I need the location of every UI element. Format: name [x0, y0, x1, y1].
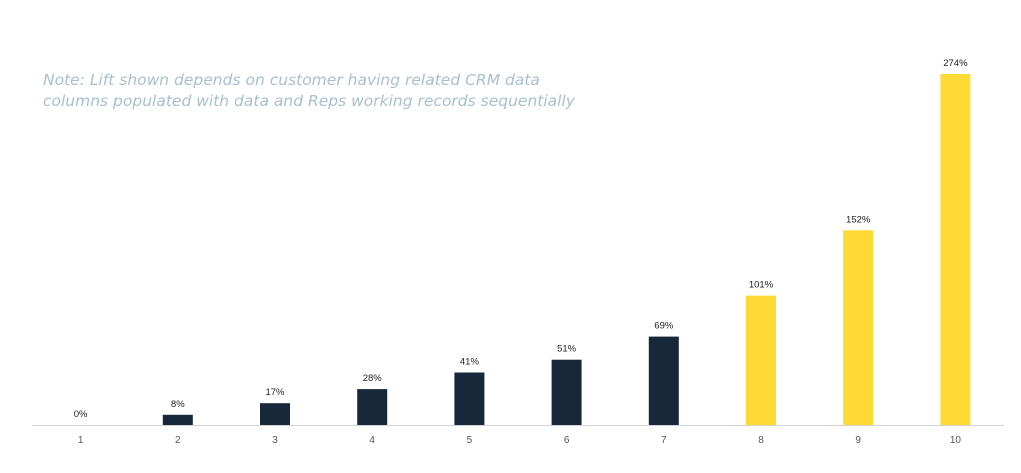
- bar-2: [162, 414, 193, 425]
- data-label-4: 28%: [363, 373, 383, 384]
- x-tick-label-4: 4: [369, 435, 375, 446]
- data-label-7: 69%: [654, 321, 674, 332]
- x-tick-label-7: 7: [661, 435, 667, 446]
- bar-3: [260, 403, 290, 425]
- bar-8: [746, 295, 776, 425]
- bar-9: [843, 230, 874, 425]
- data-label-9: 152%: [846, 214, 871, 225]
- chart-note: Note: Lift shown depends on customer hav…: [43, 70, 575, 112]
- data-label-6: 51%: [557, 344, 577, 355]
- bar-6: [551, 359, 582, 425]
- data-label-3: 17%: [265, 387, 285, 398]
- data-label-10: 274%: [943, 58, 968, 69]
- data-label-2: 8%: [171, 399, 185, 410]
- x-tick-label-1: 1: [78, 435, 84, 446]
- x-tick-label-3: 3: [272, 435, 278, 446]
- x-tick-label-9: 9: [855, 435, 861, 446]
- x-tick-label-6: 6: [564, 435, 570, 446]
- x-tick-label-2: 2: [175, 435, 181, 446]
- data-label-8: 101%: [749, 280, 774, 291]
- bar-10: [940, 74, 971, 425]
- data-label-5: 41%: [460, 357, 480, 368]
- x-tick-label-8: 8: [758, 435, 764, 446]
- chart-note-line-1: Note: Lift shown depends on customer hav…: [43, 71, 540, 89]
- bar-5: [454, 372, 485, 425]
- data-label-1: 0%: [74, 409, 88, 420]
- x-tick-label-10: 10: [950, 435, 962, 446]
- bar-4: [357, 389, 388, 425]
- x-tick-label-5: 5: [467, 435, 473, 446]
- chart-note-line-2: columns populated with data and Reps wor…: [43, 92, 575, 110]
- bar-7: [648, 336, 679, 425]
